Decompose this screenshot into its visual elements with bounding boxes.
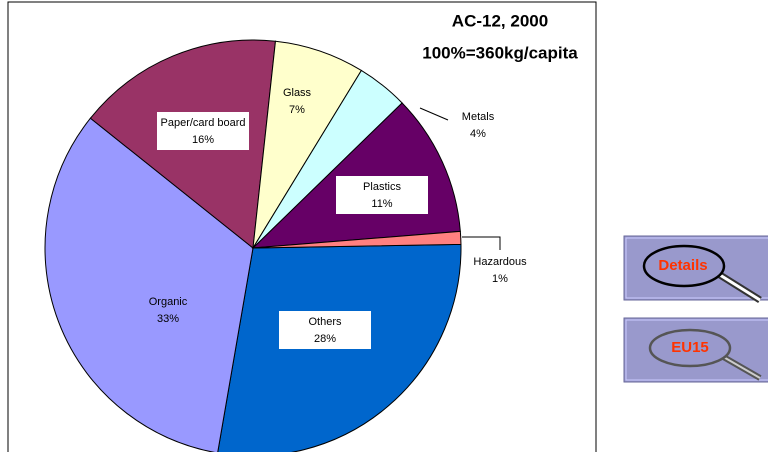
slice-label: Organic bbox=[149, 296, 188, 308]
slice-label: Others bbox=[308, 316, 342, 328]
slice-label: Plastics bbox=[363, 181, 401, 193]
label-box bbox=[336, 176, 428, 214]
slice-label: Glass bbox=[283, 87, 312, 99]
leader-line bbox=[462, 236, 501, 250]
slice-value-label: 7% bbox=[289, 104, 305, 116]
slice-label: Metals bbox=[462, 111, 495, 123]
eu15-button[interactable]: EU15 bbox=[623, 317, 768, 383]
slice-value-label: 11% bbox=[371, 198, 392, 210]
slice-label: Hazardous bbox=[473, 256, 527, 268]
slice-value-label: 1% bbox=[492, 273, 508, 285]
magnifier-handle bbox=[719, 354, 761, 379]
slice-label: Paper/card board bbox=[161, 117, 246, 129]
pie: Others 28% Organic 33% Paper/card board 16% Gl… bbox=[44, 39, 527, 457]
magnifier-lens bbox=[648, 328, 732, 368]
slice-value-label: 33% bbox=[157, 313, 179, 325]
slice-value-label: 28% bbox=[314, 333, 336, 345]
slice-value-label: 4% bbox=[470, 128, 486, 140]
chart-subtitle: 100%=360kg/capita bbox=[422, 43, 578, 62]
leader-line bbox=[419, 107, 449, 121]
slice-value-label: 16% bbox=[192, 134, 214, 146]
button-bevel bbox=[625, 237, 768, 299]
button-bevel bbox=[625, 319, 768, 381]
magnifier-lens bbox=[642, 244, 726, 288]
chart-title: AC-12, 2000 bbox=[452, 11, 548, 30]
label-box bbox=[279, 311, 371, 349]
button-label: Details bbox=[658, 257, 707, 274]
pie-slice bbox=[252, 230, 462, 249]
label-box bbox=[157, 112, 249, 150]
details-button[interactable]: Details bbox=[623, 235, 768, 303]
button-label: EU15 bbox=[671, 339, 709, 356]
pie-slice bbox=[44, 117, 254, 454]
magnifier-handle bbox=[719, 273, 761, 302]
